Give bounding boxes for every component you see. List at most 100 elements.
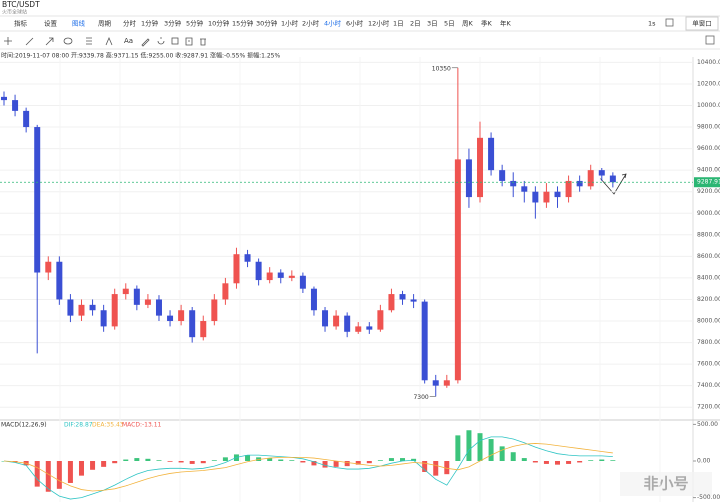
candle-body [609, 175, 616, 183]
macd-bar [112, 461, 118, 464]
period-label[interactable]: 周期 [98, 20, 112, 28]
macd-bar [78, 461, 84, 476]
candle-body [432, 380, 439, 386]
tool-icon[interactable] [4, 37, 12, 45]
tool-icon[interactable] [86, 37, 92, 45]
macd-bar [532, 461, 538, 463]
candle-body [310, 288, 317, 311]
macd-bar [45, 461, 51, 492]
tool-icon[interactable] [141, 38, 150, 47]
macd-bar [34, 461, 40, 487]
period-button[interactable]: 15分钟 [232, 19, 254, 28]
candle-body [421, 301, 428, 381]
period-button[interactable]: 30分钟 [256, 19, 278, 28]
period-button[interactable]: 2小时 [302, 19, 320, 28]
macd-bar [521, 458, 527, 461]
exchange: 火币全球站 [2, 9, 27, 16]
candle-body [167, 315, 174, 322]
period-button[interactable]: 2日 [410, 20, 421, 28]
toolbar-button[interactable]: 指标 [14, 19, 28, 28]
macd-bar [455, 435, 461, 461]
period-button[interactable]: 分时 [123, 19, 137, 28]
period-button[interactable]: 6小时 [346, 19, 364, 28]
toolbar-button[interactable]: 图线 [72, 19, 86, 28]
macd-bar [101, 461, 107, 467]
y-tick-label: 9600.00 [697, 145, 720, 152]
macd-text: MACD:-13.11 [122, 422, 162, 429]
candle-body [532, 191, 539, 203]
macd-bar [377, 460, 383, 461]
fullscreen-icon[interactable] [705, 35, 715, 45]
period-button[interactable]: 10分钟 [208, 19, 230, 28]
macd-bar [311, 461, 317, 466]
period-button[interactable]: 季K [481, 19, 493, 28]
period-button[interactable]: 4小时 [324, 19, 342, 28]
period-button[interactable]: 1分钟 [141, 19, 159, 28]
candle-body [322, 310, 329, 327]
period-button[interactable]: 5日 [444, 20, 455, 28]
last-price-label: 9287.91 [697, 179, 720, 186]
candle-body [454, 159, 461, 381]
period-button[interactable]: 周K [462, 20, 474, 28]
candle-body [56, 261, 63, 300]
candle-body [510, 180, 517, 187]
window-label[interactable]: 单窗口 [692, 19, 712, 28]
macd-bar [599, 459, 605, 461]
user-drawing [599, 173, 627, 195]
period-button[interactable]: 年K [500, 19, 512, 28]
period-button[interactable]: 1小时 [281, 19, 299, 28]
text-tool[interactable]: Aa [124, 37, 133, 45]
macd-bar [145, 458, 151, 461]
candle-body [45, 261, 52, 273]
y-tick-label: 9800.00 [697, 124, 720, 131]
tool-icon[interactable] [185, 37, 193, 46]
period-button[interactable]: 1日 [393, 20, 404, 28]
y-tick-label: 8200.00 [697, 296, 720, 303]
macd-bar [577, 461, 583, 463]
macd-bar [388, 458, 394, 461]
y-tick-label: 10000.00 [697, 102, 720, 109]
tool-icon[interactable] [157, 37, 165, 45]
candle-body [78, 304, 85, 316]
candle-body [266, 272, 273, 281]
candle-body [299, 275, 306, 289]
macd-line [3, 443, 613, 492]
tool-icon[interactable] [105, 36, 113, 46]
macd-bar [555, 461, 560, 465]
macd-bar [610, 460, 616, 461]
tool-icon[interactable] [63, 37, 73, 45]
toolbar-button[interactable]: 设置 [44, 19, 58, 28]
tool-icon[interactable] [171, 37, 179, 45]
info-line: 时间:2019-11-07 08:00 开:9339.78 高:9371.15 … [1, 52, 280, 60]
period-button[interactable]: 3日 [427, 20, 438, 28]
macd-bar [488, 439, 494, 461]
tool-icon[interactable] [45, 37, 54, 46]
candle-body [388, 294, 395, 311]
period-button[interactable]: 12小时 [368, 19, 390, 28]
candle-body [554, 191, 561, 198]
macd-bar [322, 461, 328, 468]
refresh[interactable]: 1s [648, 20, 656, 28]
macd-bar [156, 460, 162, 461]
period-button[interactable]: 3分钟 [164, 19, 182, 28]
candle-body [89, 304, 96, 311]
candle-body [222, 283, 229, 300]
settings-icon[interactable] [665, 18, 674, 27]
tool-icon[interactable] [200, 38, 206, 46]
macd-bar [477, 433, 483, 461]
candle-body [355, 326, 362, 332]
candle-body [122, 288, 129, 295]
y-tick-label: 10400.00 [697, 59, 720, 66]
macd-bar [278, 459, 284, 461]
window-button[interactable] [685, 16, 719, 31]
macd-bar [466, 430, 472, 461]
candle-body [255, 261, 262, 281]
candle-body [565, 180, 572, 198]
period-button[interactable]: 5分钟 [186, 19, 204, 28]
candle-body [410, 299, 417, 302]
y-tick-label: 7200.00 [697, 404, 720, 411]
last-price-box [694, 177, 720, 188]
macd-title: MACD(12,26,9) [1, 422, 47, 429]
tool-icon[interactable] [25, 37, 34, 46]
